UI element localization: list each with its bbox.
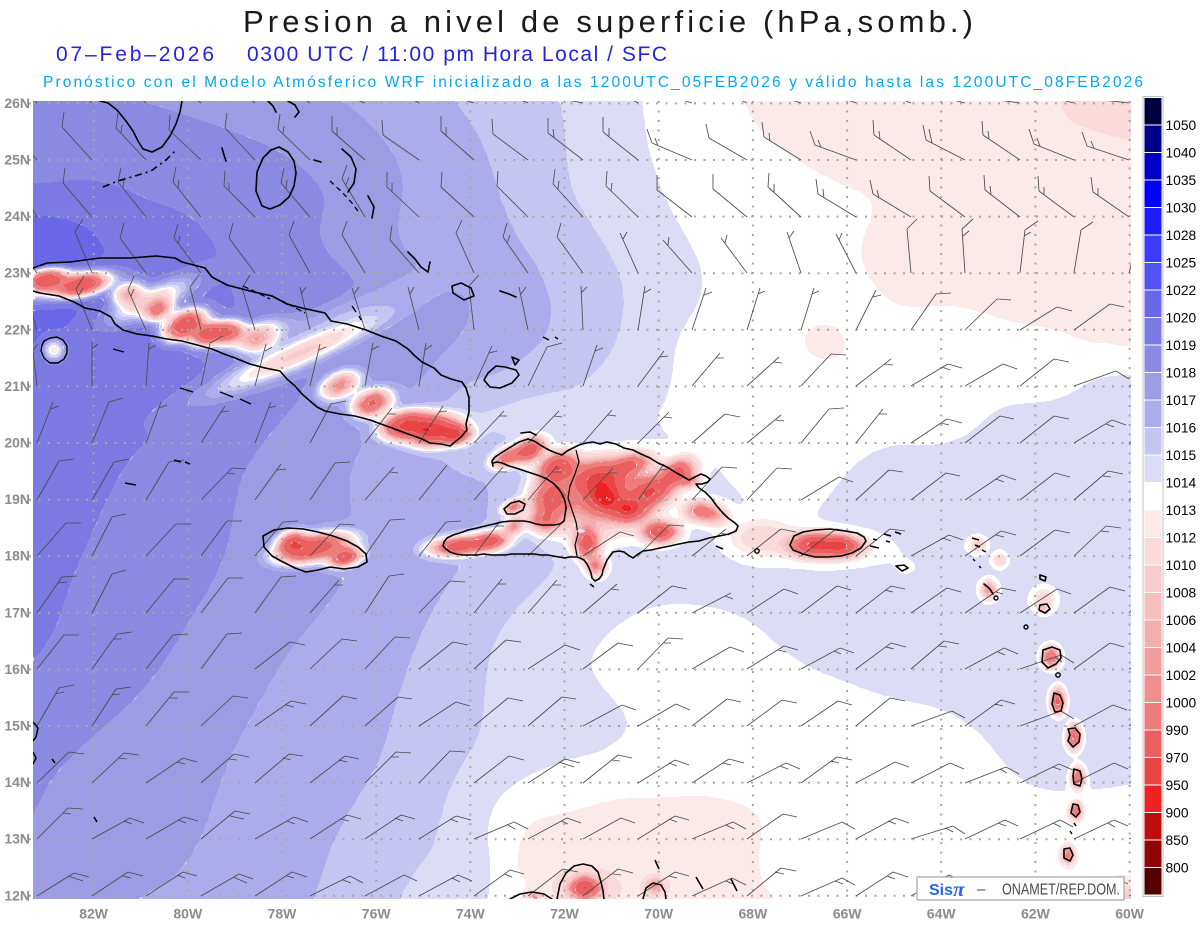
svg-text:14N: 14N [4,774,30,790]
svg-text:800: 800 [1166,861,1189,876]
svg-text:25N: 25N [4,152,30,168]
svg-text:78W: 78W [268,906,298,922]
svg-text:17N: 17N [4,604,30,620]
svg-text:900: 900 [1166,806,1189,821]
svg-text:1012: 1012 [1166,531,1197,546]
svg-text:Presion a nivel de superficie: Presion a nivel de superficie (hPa,somb.… [243,4,973,39]
svg-text:1019: 1019 [1166,338,1197,353]
svg-text:64W: 64W [927,906,957,922]
svg-text:1010: 1010 [1166,558,1197,573]
svg-text:1050: 1050 [1166,118,1197,133]
svg-text:Sis: Sis [929,882,953,899]
svg-text:74W: 74W [456,906,486,922]
svg-text:1040: 1040 [1166,146,1197,161]
svg-text:60W: 60W [1115,906,1145,922]
svg-text:850: 850 [1166,833,1189,848]
svg-text:70W: 70W [644,906,674,922]
svg-text:21N: 21N [4,378,30,394]
svg-text:22N: 22N [4,321,30,337]
svg-text:66W: 66W [833,906,863,922]
svg-text:1006: 1006 [1166,613,1197,628]
svg-text:1030: 1030 [1166,201,1197,216]
svg-text:1025: 1025 [1166,256,1197,271]
svg-text:20N: 20N [4,435,30,451]
svg-text:1000: 1000 [1166,696,1197,711]
svg-text:1016: 1016 [1166,421,1197,436]
svg-text:72W: 72W [550,906,580,922]
svg-text:68W: 68W [739,906,769,922]
svg-text:24N: 24N [4,208,30,224]
svg-text:0300 UTC / 11:00 pm Hora Local: 0300 UTC / 11:00 pm Hora Local / SFC [247,43,667,66]
svg-text:990: 990 [1166,723,1189,738]
svg-text:1008: 1008 [1166,586,1197,601]
svg-text:12N: 12N [4,887,30,903]
svg-text:1022: 1022 [1166,283,1197,298]
svg-text:1002: 1002 [1166,668,1197,683]
svg-text:–: – [977,881,986,898]
svg-text:23N: 23N [4,265,30,281]
svg-text:19N: 19N [4,491,30,507]
svg-text:07–Feb–2026: 07–Feb–2026 [56,43,214,66]
svg-text:ONAMET/REP.DOM.: ONAMET/REP.DOM. [1002,882,1120,899]
svg-text:1014: 1014 [1166,476,1197,491]
svg-text:Pronóstico con el Modelo Atmós: Pronóstico con el Modelo Atmósferico WRF… [43,74,1143,91]
svg-text:82W: 82W [79,906,109,922]
svg-text:1015: 1015 [1166,448,1197,463]
svg-text:1017: 1017 [1166,393,1197,408]
svg-text:1004: 1004 [1166,641,1197,656]
svg-text:950: 950 [1166,778,1189,793]
svg-text:80W: 80W [173,906,203,922]
svg-text:62W: 62W [1021,906,1051,922]
svg-text:16N: 16N [4,661,30,677]
svg-text:26N: 26N [4,95,30,111]
svg-text:1013: 1013 [1166,503,1197,518]
svg-text:1020: 1020 [1166,311,1197,326]
svg-text:1028: 1028 [1166,228,1197,243]
svg-text:π: π [953,877,965,901]
svg-text:1035: 1035 [1166,173,1197,188]
svg-text:1018: 1018 [1166,366,1197,381]
svg-text:15N: 15N [4,718,30,734]
svg-text:13N: 13N [4,831,30,847]
svg-text:18N: 18N [4,548,30,564]
svg-text:970: 970 [1166,751,1189,766]
svg-text:76W: 76W [362,906,392,922]
